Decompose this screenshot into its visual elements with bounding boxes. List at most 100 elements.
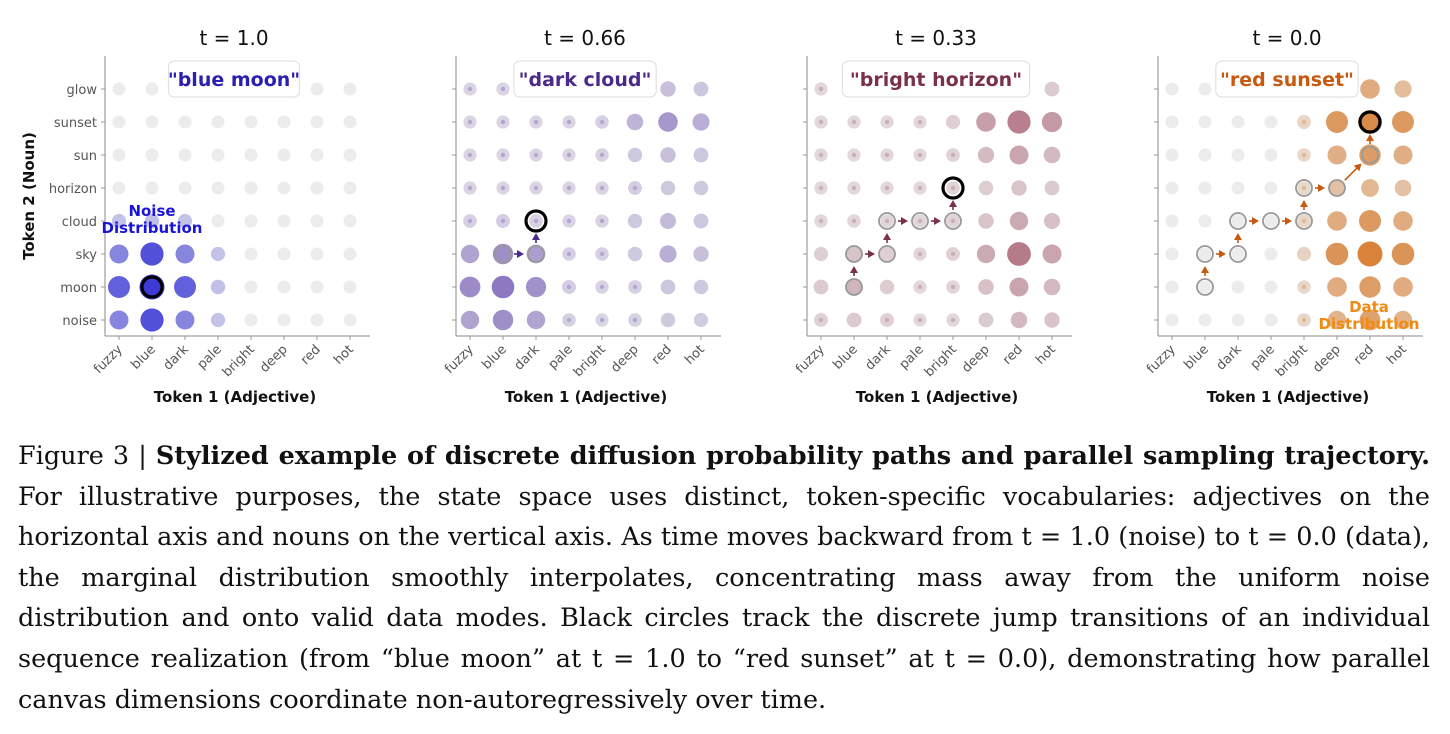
data-point-core (950, 152, 956, 158)
trajectory-arrowhead (1300, 200, 1308, 207)
data-point-core (851, 185, 857, 191)
data-point (879, 246, 895, 262)
data-point-core (884, 119, 890, 125)
data-point-core (818, 152, 824, 158)
data-point (178, 148, 192, 162)
data-point (1165, 280, 1179, 294)
data-point (244, 148, 258, 162)
data-point-core (917, 317, 923, 323)
data-point (310, 313, 324, 327)
data-point-core (950, 251, 956, 257)
data-point-core (467, 86, 473, 92)
data-point (1327, 277, 1347, 297)
data-point (144, 213, 160, 229)
data-point (112, 115, 126, 129)
data-point (1325, 242, 1349, 266)
data-point (659, 245, 677, 263)
x-tick-label: blue (479, 342, 509, 372)
x-tick-label: deep (257, 342, 291, 376)
data-point-core (884, 152, 890, 158)
data-point-core (818, 86, 824, 92)
data-point (1198, 247, 1212, 261)
data-point (1165, 313, 1179, 327)
x-tick-label: bright (571, 342, 609, 380)
data-point (175, 310, 195, 330)
data-point-core (917, 185, 923, 191)
data-point (1359, 210, 1381, 232)
data-point (244, 280, 258, 294)
data-point (660, 213, 676, 229)
panel-title: t = 1.0 (199, 26, 268, 50)
x-tick-label: dark (161, 342, 193, 374)
x-tick-label: hot (1384, 342, 1410, 368)
data-point-core (599, 152, 605, 158)
figure-caption: Figure 3 | Stylized example of discrete … (18, 436, 1430, 720)
data-point (310, 82, 324, 96)
trajectory-arrowhead (850, 266, 858, 273)
x-tick-label: blue (128, 342, 158, 372)
data-point (1264, 148, 1278, 162)
data-point-core (533, 152, 539, 158)
trajectory-arrowhead (1201, 266, 1209, 273)
data-point (1394, 80, 1412, 98)
sample-badge-text: "dark cloud" (519, 69, 652, 91)
data-point (175, 244, 195, 264)
data-point (460, 310, 480, 330)
figure-panels: t = 1.0 noise moon sky cloud horizon sun sunset… (20, 26, 1423, 406)
data-point (693, 180, 709, 196)
data-point (343, 247, 357, 261)
data-point (945, 114, 961, 130)
trajectory-state (1295, 179, 1313, 197)
data-point (244, 313, 258, 327)
data-point (492, 309, 514, 331)
trajectory-arrowhead (868, 250, 875, 258)
trajectory-arrowhead (934, 217, 941, 225)
data-point (692, 113, 710, 131)
data-point (1231, 247, 1245, 261)
x-tick-label: dark (1214, 342, 1246, 374)
data-point (1011, 180, 1027, 196)
data-point (343, 115, 357, 129)
x-tick-label: hot (1033, 342, 1059, 368)
data-point (1231, 313, 1245, 327)
data-point (627, 246, 643, 262)
data-point (1393, 211, 1413, 231)
data-point (879, 279, 895, 295)
data-point-core (533, 119, 539, 125)
data-point (343, 214, 357, 228)
data-point-core (632, 317, 638, 323)
trajectory-state (527, 245, 545, 263)
data-point-core (818, 119, 824, 125)
data-point (813, 246, 829, 262)
data-point (660, 279, 676, 295)
data-point (459, 276, 481, 298)
x-tick-label: fuzzy (91, 342, 126, 377)
data-point (1264, 214, 1278, 228)
caption-body: For illustrative purposes, the state spa… (18, 481, 1430, 715)
x-tick-label: red (1000, 342, 1026, 368)
data-point (1041, 111, 1063, 133)
data-point (526, 310, 546, 330)
x-tick-label: red (649, 342, 675, 368)
data-point (660, 180, 676, 196)
x-tick-label: fuzzy (793, 342, 828, 377)
data-point-core (566, 317, 572, 323)
trajectory-state (1196, 245, 1214, 263)
data-point (1393, 145, 1413, 165)
data-point (1361, 179, 1379, 197)
x-tick-label: red (1351, 342, 1377, 368)
distribution-annotation: Distribution (1319, 315, 1420, 333)
data-point (1231, 214, 1245, 228)
y-tick-label: sunset (54, 116, 97, 131)
data-point (244, 115, 258, 129)
data-point (658, 112, 678, 132)
data-point (1393, 310, 1413, 330)
data-point (140, 242, 164, 266)
data-point-core (500, 218, 506, 224)
data-point-core (818, 317, 824, 323)
data-point (277, 115, 291, 129)
trajectory-arrowhead (949, 200, 957, 207)
x-tick-label: deep (608, 342, 642, 376)
data-point (1358, 110, 1382, 134)
data-point (627, 147, 643, 163)
